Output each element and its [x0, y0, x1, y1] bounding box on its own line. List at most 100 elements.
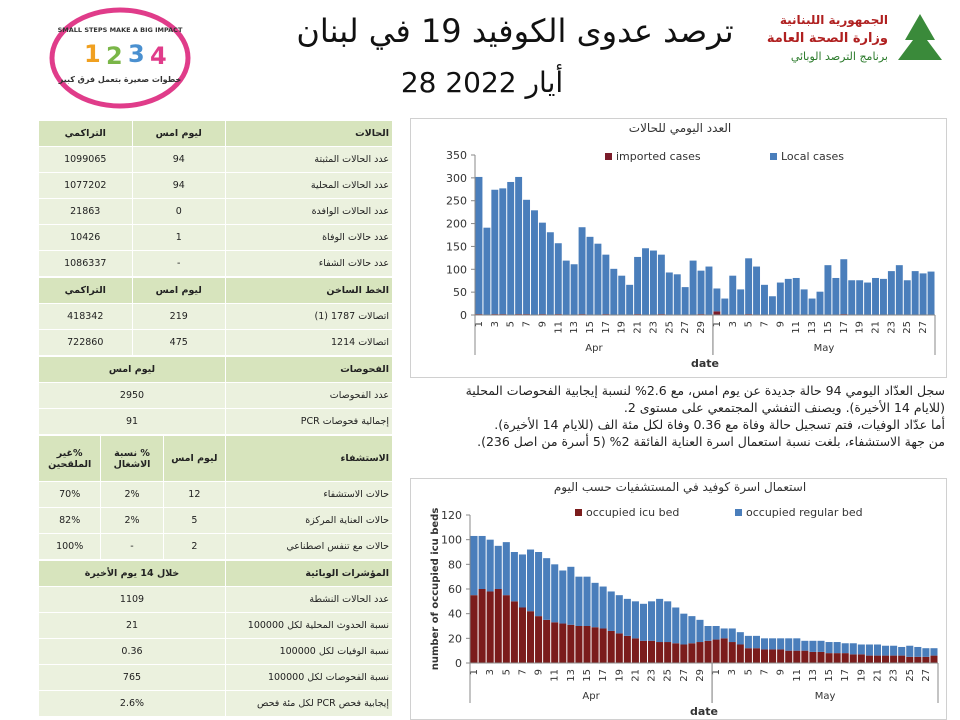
bar-segment: [607, 591, 615, 631]
bar-segment: [800, 289, 808, 315]
bar-segment: [535, 552, 543, 617]
bar-segment: [824, 265, 832, 315]
bar-segment: [720, 628, 728, 639]
bar-segment: [906, 656, 914, 663]
bar-segment: [801, 650, 809, 663]
bar-segment: [575, 626, 583, 663]
bar-segment: [849, 643, 857, 655]
x-tick-label: 7: [517, 669, 528, 675]
bar-segment: [808, 298, 816, 315]
x-tick-label: 15: [823, 321, 834, 334]
bar-segment: [610, 268, 618, 315]
bar-segment: [546, 232, 554, 315]
table-cell: 2%: [100, 507, 164, 534]
bar-segment: [623, 635, 631, 663]
bar-segment: [736, 644, 744, 663]
logo-digit: 1: [84, 40, 101, 68]
x-tick-label: 9: [537, 321, 548, 327]
bar-segment: [832, 277, 840, 315]
bar-segment: [648, 640, 656, 663]
bar-segment: [793, 650, 801, 663]
legend-swatch: [605, 153, 612, 160]
table-cell: ليوم امس: [162, 435, 227, 482]
table-cell: إجمالية فحوصات PCR: [225, 408, 393, 435]
x-tick-label: 1: [712, 321, 723, 327]
x-tick-label: 13: [566, 669, 577, 682]
bar-segment: [639, 603, 648, 641]
bar-segment: [744, 648, 752, 663]
bar-segment: [833, 642, 841, 654]
bar-segment: [478, 589, 486, 663]
table-cell: 21: [38, 612, 226, 639]
x-tick-label: 27: [679, 669, 690, 682]
x-tick-label: 27: [680, 321, 691, 334]
bar-segment: [478, 535, 486, 589]
bar-segment: [680, 644, 688, 663]
table-section: المؤشرات الوبائية خلال 14 يوم الأخيرة عدد …: [38, 560, 393, 717]
table-cell: 0: [131, 198, 226, 225]
table-cell: الخط الساخن: [225, 277, 393, 304]
legend-label: occupied icu bed: [586, 506, 679, 519]
bar-segment: [535, 616, 543, 663]
x-tick-label: 11: [550, 669, 561, 682]
x-tick-label: 15: [824, 669, 835, 682]
bar-segment: [575, 576, 583, 626]
bar-segment: [873, 655, 882, 663]
bar-segment: [833, 653, 841, 663]
table-cell: 1109: [38, 586, 226, 613]
table-cell: 1: [131, 224, 226, 251]
legend-swatch: [770, 153, 777, 160]
bar-segment: [728, 642, 736, 663]
logo-digit: 3: [128, 40, 145, 68]
campaign-slogan: SMALL STEPS MAKE A BIG IMPACT: [58, 26, 183, 34]
x-tick-label: 17: [840, 669, 851, 682]
y-tick-label: 80: [448, 558, 462, 571]
logo-digit: 4: [150, 42, 167, 70]
bar-segment: [639, 640, 648, 663]
bar-segment: [801, 640, 809, 651]
table-cell: %غير الملقحين: [37, 435, 102, 482]
bar-segment: [760, 638, 769, 650]
x-tick-label: 23: [647, 669, 658, 682]
header-row: الاستشفاء ليوم امس% نسبة الاشغال %غير المل…: [37, 435, 393, 482]
table-cell: 5: [162, 507, 227, 534]
x-tick-label: 19: [856, 669, 867, 682]
bar-segment: [486, 591, 494, 663]
table-cell: عدد الحالات النشطة: [225, 586, 393, 613]
table-cell: 10426: [38, 224, 133, 251]
x-tick-label: 5: [501, 669, 512, 675]
bar-segment: [696, 642, 704, 663]
table-cell: ليوم امس: [38, 356, 226, 383]
x-tick-label: 11: [792, 669, 803, 682]
bar-segment: [551, 564, 559, 623]
x-tick-label: 5: [744, 321, 755, 327]
bar-segment: [922, 656, 930, 663]
bar-segment: [825, 653, 833, 663]
bar-segment: [777, 649, 785, 663]
bar-segment: [882, 655, 890, 663]
bar-segment: [914, 646, 922, 657]
logo-digit: 2: [106, 42, 123, 70]
x-tick-label: 1: [474, 321, 485, 327]
table-cell: 21863: [38, 198, 133, 225]
bar-segment: [890, 645, 898, 656]
bar-segment: [919, 273, 927, 315]
bar-segment: [793, 638, 801, 651]
bar-segment: [887, 271, 895, 315]
bar-segment: [475, 176, 483, 315]
bar-segment: [776, 282, 784, 315]
bar-segment: [903, 280, 911, 315]
table-row: اتصالات 1214 475 722860: [38, 329, 393, 356]
bar-segment: [543, 619, 551, 663]
x-group-label: Apr: [582, 691, 600, 702]
table-cell: حالات مع تنفس اصطناعي: [225, 533, 393, 560]
bar-segment: [761, 284, 768, 315]
bar-segment: [543, 558, 551, 620]
bar-segment: [840, 259, 848, 315]
x-tick-label: 7: [760, 669, 771, 675]
table-row: عدد الحالات النشطة 1109: [38, 586, 393, 613]
table-row: إيجابية فحص PCR لكل مئة فحص 2.6%: [38, 690, 393, 717]
x-tick-label: 5: [506, 321, 517, 327]
x-tick-label: 17: [601, 321, 612, 334]
x-tick-label: 15: [585, 321, 596, 334]
